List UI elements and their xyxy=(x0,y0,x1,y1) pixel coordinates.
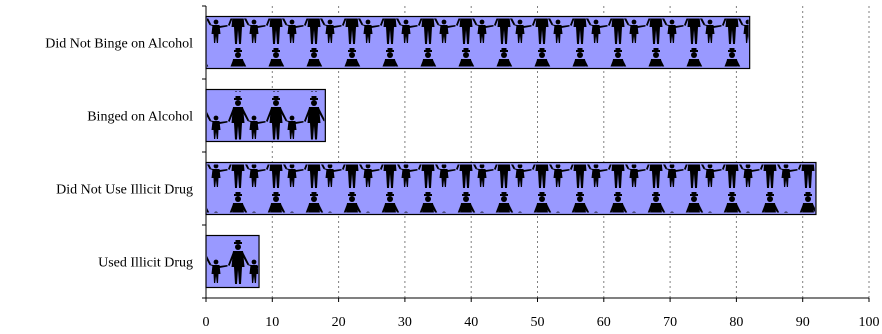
labels: 0 10 20 30 40 50 60 70 80 90 100 Did Not Binge on A… xyxy=(45,37,879,331)
bars xyxy=(205,15,817,289)
x-tick-label: 80 xyxy=(729,315,743,330)
bar-pictograph-3 xyxy=(207,237,259,286)
x-tick-label: 50 xyxy=(531,315,545,330)
x-tick-label: 0 xyxy=(203,315,210,330)
bar-pictograph-0 xyxy=(207,18,749,67)
category-label: Binged on Alcohol xyxy=(87,110,193,125)
x-tick-label: 90 xyxy=(796,315,810,330)
x-tick-label: 70 xyxy=(663,315,677,330)
bar-pictograph-2 xyxy=(207,164,815,213)
x-tick-label: 20 xyxy=(332,315,346,330)
x-tick-label: 30 xyxy=(398,315,412,330)
category-label: Used Illicit Drug xyxy=(98,256,193,271)
gridlines xyxy=(271,6,870,298)
x-tick-label: 10 xyxy=(265,315,279,330)
x-tick-label: 40 xyxy=(464,315,478,330)
x-tick-label: 100 xyxy=(859,315,880,330)
category-label: Did Not Binge on Alcohol xyxy=(45,37,193,52)
x-tick-label: 60 xyxy=(597,315,611,330)
category-label: Did Not Use Illicit Drug xyxy=(56,183,193,198)
axes xyxy=(202,5,870,302)
bar-pictograph-1 xyxy=(207,91,325,140)
